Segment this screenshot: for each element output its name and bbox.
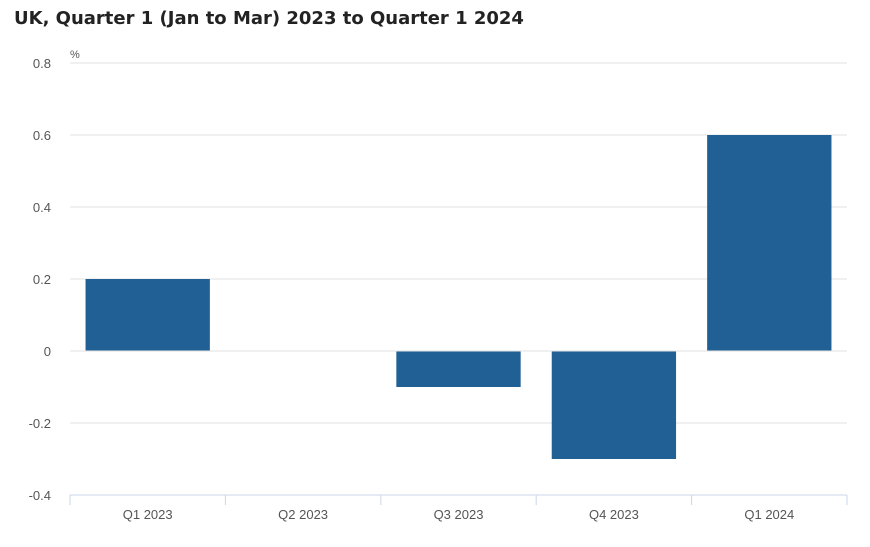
x-tick-label: Q1 2023: [123, 507, 173, 522]
bar-q1-2023: [85, 279, 210, 351]
x-tick-label: Q3 2023: [434, 507, 484, 522]
y-tick-label: 0.2: [33, 272, 51, 287]
x-tick-label: Q1 2024: [744, 507, 794, 522]
chart-title: UK, Quarter 1 (Jan to Mar) 2023 to Quart…: [14, 8, 524, 29]
x-tick-label: Q2 2023: [278, 507, 328, 522]
y-tick-label: 0.4: [33, 200, 51, 215]
x-tick-label: Q4 2023: [589, 507, 639, 522]
y-tick-label: -0.2: [29, 416, 51, 431]
y-tick-label: 0.8: [33, 56, 51, 71]
bar-q4-2023: [551, 351, 677, 459]
y-tick-label: -0.4: [29, 488, 51, 503]
y-tick-label: 0: [44, 344, 51, 359]
bar-q3-2023: [396, 351, 521, 387]
bar-q1-2024: [707, 135, 832, 351]
y-unit-label: %: [70, 49, 80, 61]
y-tick-label: 0.6: [33, 128, 51, 143]
